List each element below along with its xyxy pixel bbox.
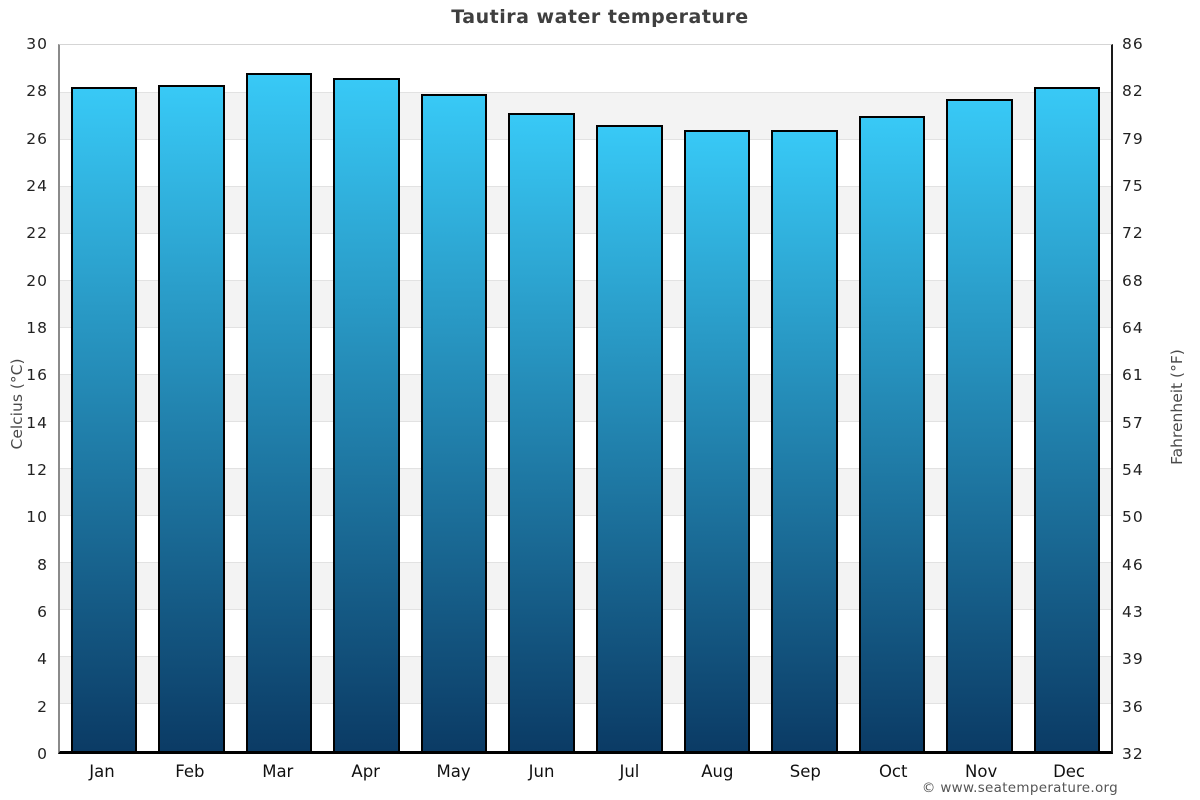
gridline — [60, 138, 1111, 140]
celsius-tick-label: 30 — [26, 35, 48, 53]
celsius-tick-label: 20 — [26, 271, 48, 290]
chart-title: Tautira water temperature — [451, 6, 749, 28]
plot-area — [58, 44, 1113, 754]
month-label-may: May — [436, 762, 471, 781]
bar-oct — [858, 115, 926, 751]
fahrenheit-axis-tick-labels: 86 82 79 75 72 68 64 61 57 54 50 46 43 39 36 32 — [1122, 0, 1182, 800]
celsius-tick-label: 16 — [26, 366, 48, 385]
month-label-dec: Dec — [1053, 762, 1085, 781]
fahrenheit-tick-label: 68 — [1122, 271, 1144, 290]
gridline — [60, 609, 1111, 611]
celsius-tick-label: 14 — [26, 413, 48, 432]
background-band — [60, 374, 1111, 422]
gridline — [60, 185, 1111, 187]
month-label-feb: Feb — [175, 762, 205, 781]
background-band — [60, 92, 1111, 140]
fahrenheit-tick-label: 86 — [1122, 35, 1144, 53]
month-label-apr: Apr — [351, 762, 380, 781]
bar-dec — [1033, 87, 1101, 751]
fahrenheit-tick-label: 82 — [1122, 82, 1144, 101]
gridline — [60, 279, 1111, 281]
celsius-tick-label: 10 — [26, 508, 48, 527]
gridline — [60, 515, 1111, 517]
bar-jul — [596, 125, 663, 751]
bar-mar — [245, 73, 313, 751]
fahrenheit-tick-label: 57 — [1122, 413, 1144, 432]
month-label-jan: Jan — [89, 762, 115, 781]
bar-jun — [508, 113, 575, 751]
gridline — [60, 468, 1111, 470]
background-band — [60, 280, 1111, 328]
gridline — [60, 373, 1111, 375]
fahrenheit-tick-label: 43 — [1122, 603, 1144, 621]
celsius-tick-label: 8 — [37, 555, 48, 574]
background-band — [60, 562, 1111, 610]
background-band — [60, 468, 1111, 516]
celsius-tick-label: 4 — [37, 650, 48, 669]
fahrenheit-tick-label: 64 — [1122, 319, 1144, 337]
gridline — [60, 232, 1111, 234]
gridline — [60, 326, 1111, 328]
celsius-tick-label: 6 — [37, 603, 48, 621]
bar-may — [420, 94, 488, 751]
month-axis-labels: Jan Feb Mar Apr May Jun Jul Aug Sep Oct Nov Dec — [58, 762, 1113, 784]
celsius-axis-tick-labels: 30 28 26 24 22 20 18 16 14 12 10 8 6 4 2 0 — [2, 0, 48, 800]
bar-nov — [946, 99, 1013, 751]
background-band — [60, 186, 1111, 234]
bar-jan — [70, 87, 138, 751]
celsius-tick-label: 2 — [37, 697, 48, 716]
fahrenheit-tick-label: 36 — [1122, 697, 1144, 716]
month-label-sep: Sep — [789, 762, 821, 781]
month-label-jun: Jun — [528, 762, 555, 781]
fahrenheit-tick-label: 46 — [1122, 555, 1144, 574]
fahrenheit-tick-label: 75 — [1122, 177, 1144, 195]
copyright-note: © www.seatemperature.org — [921, 780, 1118, 796]
month-label-aug: Aug — [701, 762, 734, 781]
month-label-oct: Oct — [878, 762, 908, 781]
fahrenheit-tick-label: 50 — [1122, 508, 1144, 527]
month-label-mar: Mar — [262, 762, 294, 781]
celsius-tick-label: 12 — [26, 461, 48, 479]
gridline — [60, 656, 1111, 658]
celsius-tick-label: 22 — [26, 224, 48, 243]
celsius-tick-label: 24 — [26, 177, 48, 195]
fahrenheit-tick-label: 79 — [1122, 129, 1144, 148]
gridline — [60, 421, 1111, 423]
fahrenheit-tick-label: 61 — [1122, 366, 1144, 385]
gridline — [60, 703, 1111, 705]
gridline — [60, 91, 1111, 93]
celsius-tick-label: 0 — [37, 745, 48, 763]
month-label-jul: Jul — [619, 762, 640, 781]
gridline — [60, 562, 1111, 564]
bar-aug — [683, 129, 751, 751]
celsius-tick-label: 18 — [26, 319, 48, 337]
bar-feb — [158, 85, 225, 751]
month-label-nov: Nov — [965, 762, 998, 781]
fahrenheit-tick-label: 39 — [1122, 650, 1144, 669]
bar-apr — [333, 77, 400, 751]
celsius-tick-label: 26 — [26, 129, 48, 148]
fahrenheit-tick-label: 54 — [1122, 461, 1144, 479]
bar-sep — [771, 129, 838, 751]
fahrenheit-tick-label: 32 — [1122, 745, 1144, 763]
celsius-tick-label: 28 — [26, 82, 48, 101]
background-band — [60, 656, 1111, 704]
fahrenheit-tick-label: 72 — [1122, 224, 1144, 243]
